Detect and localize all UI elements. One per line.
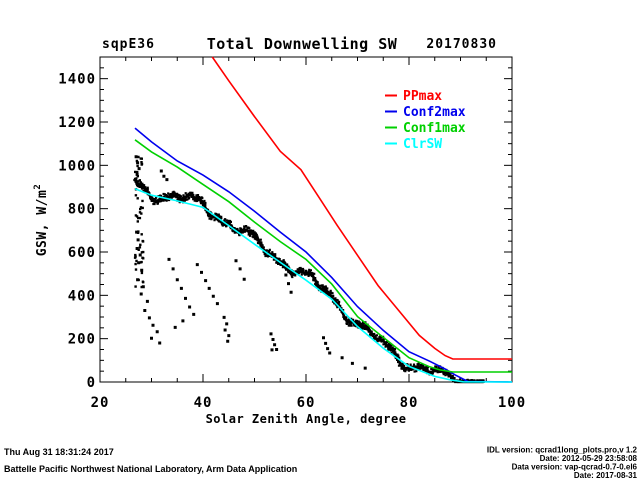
- x-axis-tick-label: 80: [400, 395, 419, 411]
- y-axis-title: GSW, W/m2: [33, 184, 50, 257]
- legend-item-conf2max: Conf2max: [385, 105, 466, 120]
- curve-ppmax: [211, 56, 512, 360]
- y-axis-tick-label: 800: [68, 202, 96, 218]
- legend-item-ppmax: PPmax: [385, 89, 442, 104]
- y-axis-tick-label: 400: [68, 288, 96, 304]
- y-axis-title-superscript: 2: [33, 184, 43, 190]
- x-axis-tick-label: 60: [297, 395, 316, 411]
- footer-data-date: Date: 2017-08-31: [574, 471, 638, 480]
- y-axis-tick-label: 1000: [58, 158, 96, 174]
- x-axis-tick-label: 100: [498, 395, 526, 411]
- y-axis-tick-label: 1200: [58, 115, 96, 131]
- y-axis-tick-label: 600: [68, 245, 96, 261]
- curve-conf2max: [134, 127, 513, 383]
- scatter-dense-trace: [134, 180, 484, 384]
- site-label: sqpE36: [102, 37, 155, 52]
- x-axis-tick-label: 40: [194, 395, 213, 411]
- y-axis-tick-label: 1400: [58, 72, 96, 88]
- y-axis-tick-label: 200: [68, 332, 96, 348]
- scatter-series-gsw: [133, 155, 485, 384]
- footer-data-version: Data version: vap-qcrad-0.7-0.el6: [512, 463, 638, 472]
- x-axis-title: Solar Zenith Angle, degree: [206, 412, 407, 426]
- footer-idl-date: Date: 2012-05-29 23:58:08: [540, 454, 638, 463]
- legend-label-conf1max: Conf1max: [403, 121, 466, 136]
- legend-item-clrsw: ClrSW: [385, 137, 442, 152]
- y-axis-tick-label: 0: [87, 375, 96, 391]
- x-axis-tick-label: 20: [91, 395, 110, 411]
- curve-conf1max: [134, 139, 512, 373]
- date-label: 20170830: [426, 37, 497, 52]
- legend-item-conf1max: Conf1max: [385, 121, 466, 136]
- legend-label-ppmax: PPmax: [403, 89, 442, 104]
- footer-idl-version: IDL version: qcrad1long_plots.pro,v 1.2: [487, 446, 638, 455]
- y-axis-title-base: GSW, W/m: [35, 190, 50, 257]
- legend-label-clrsw: ClrSW: [403, 137, 442, 152]
- legend-label-conf2max: Conf2max: [403, 105, 466, 120]
- curve-clrsw: [134, 187, 513, 383]
- chart-title: Total Downwelling SW: [207, 35, 398, 53]
- limit-curves: [134, 56, 513, 383]
- scatter-points: [133, 155, 485, 384]
- footer-timestamp: Thu Aug 31 18:31:24 2017: [4, 447, 114, 457]
- footer-organization: Battelle Pacific Northwest National Labo…: [4, 464, 297, 474]
